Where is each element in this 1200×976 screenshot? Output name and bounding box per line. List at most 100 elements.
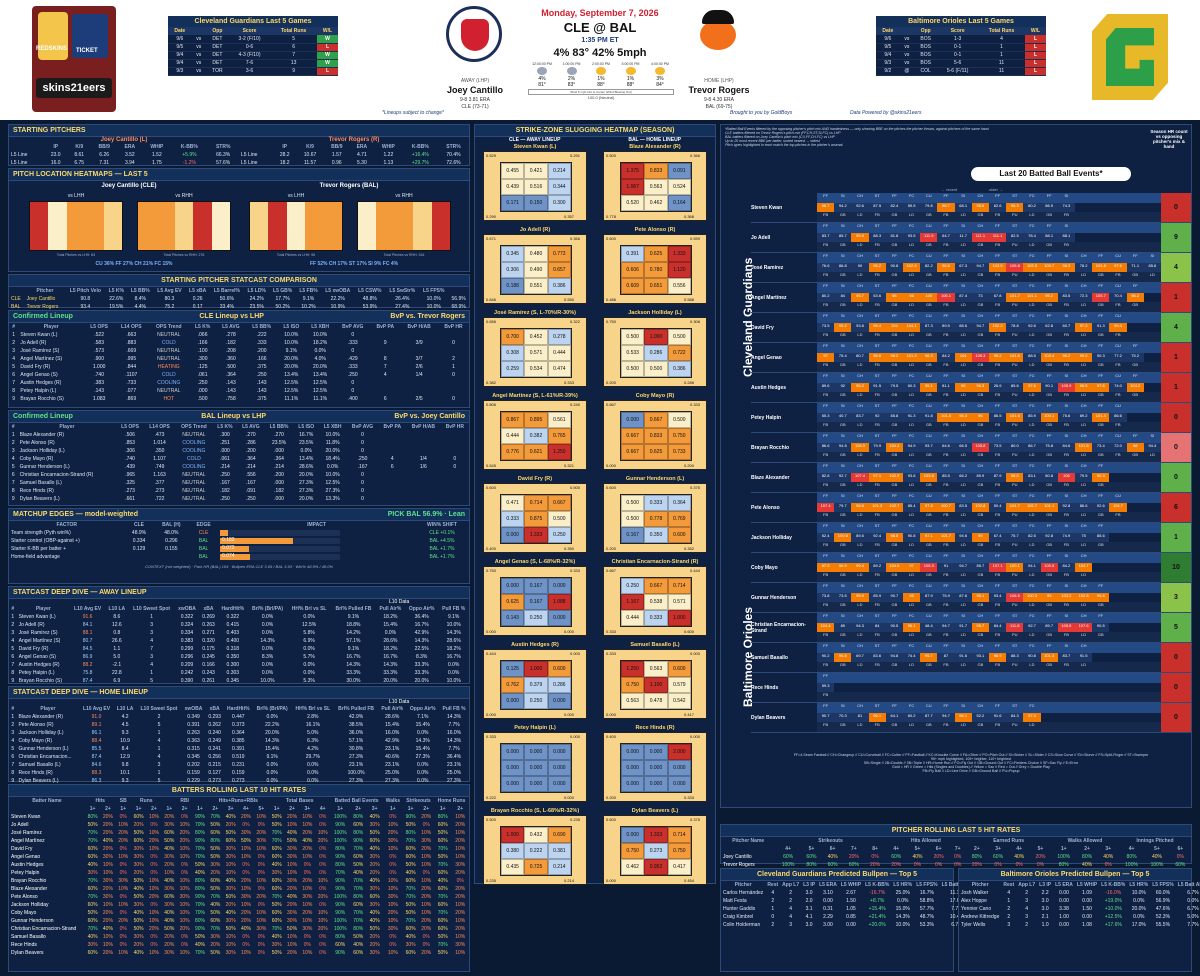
bbe-result: LD [903, 662, 921, 672]
bbe-result: GB [1040, 662, 1058, 672]
szone-cell: 0.000 [547, 776, 571, 792]
bbe-pitch-type [1109, 613, 1127, 623]
bbe-ev [1143, 232, 1161, 243]
bal-lineup-cell [406, 447, 441, 455]
bbe-ev [1109, 232, 1127, 243]
bbe-batter-name: Brayan Rocchio [751, 444, 790, 451]
szone-cell: 0.000 [547, 693, 571, 709]
bbe-result: FB [817, 692, 835, 702]
bbe-ev: 95.2 [989, 352, 1007, 363]
rolling-sub: 2+ [457, 806, 464, 812]
bbe-ev: 101.1 [1040, 502, 1058, 513]
sc-home-cell: 36.0% [349, 730, 364, 736]
bbe-pitch-type: SI [1057, 553, 1075, 563]
szone-cell: 0.556 [667, 278, 691, 294]
sc-home-col: xwOBA [184, 706, 203, 712]
bbe-result: FB [937, 482, 955, 492]
bbe-ev: 84.3 [1006, 712, 1024, 723]
rolling-cell: 30% [271, 870, 282, 876]
rolling-cell: 0% [242, 822, 250, 828]
rolling-cell: 30% [102, 878, 113, 884]
rolling-cell: 0% [150, 934, 158, 940]
sc-home-col: Brl% (Brl/PA) [256, 706, 288, 712]
bbe-ev: 78.2 [1075, 262, 1093, 273]
cle-last5-cell: DET [205, 51, 229, 60]
bbe-result: GB [885, 272, 903, 282]
rolling-cell: 40% [353, 942, 364, 948]
sc-home-cell: 6.3% [307, 738, 319, 744]
bbe-pitch-type: FF [937, 223, 955, 233]
bbe-result: LD [851, 392, 869, 402]
bal-lineup-cell: .364 [274, 456, 284, 462]
sc-home-cell: 1 [157, 746, 161, 752]
rolling-cell: 40% [287, 830, 298, 836]
pitch-zone-cell [413, 211, 432, 222]
bbe-ev: 96.6 [937, 262, 955, 273]
bal-lineup-cell: 20.0% [299, 496, 314, 502]
cle-last5-cell: vs [191, 35, 206, 44]
bal-last5-cell: L [1024, 43, 1046, 52]
bbe-note: Up to 20 most recent BBE per batter, sor… [725, 139, 820, 143]
sc-home-cell: 86.3 [91, 778, 102, 784]
bbe-ev: 84.6 [1057, 442, 1075, 453]
pitcher-roll-cell: 60% [993, 854, 1004, 860]
rolling-cell: 50% [210, 822, 221, 828]
szone-cell: 0.000 [547, 744, 571, 760]
szone-cell: 0.444 [547, 345, 571, 361]
bbe-pitch-type [1075, 673, 1093, 683]
sc-away-row: 9 Brayan Rocchio (S) 87.4 6.9 5 0.390 0.261 0.3… [9, 677, 469, 685]
szone-cell: 0.500 [644, 361, 668, 377]
scc-cell: 22.6% [109, 296, 124, 302]
sc-home-cell: 0.315 [187, 746, 200, 752]
sc-home-cell: 16.0% [385, 730, 400, 736]
rolling-cell: 0% [181, 870, 189, 876]
bal-last5-cell: 0-1 [937, 51, 979, 60]
bal-lineup-cell [441, 431, 469, 439]
cle-lineup-cell: .100 [197, 348, 208, 354]
pitch-zone-cell [138, 211, 157, 222]
rolling-cell: 60% [369, 894, 380, 900]
bbe-ev: 91.7 [954, 622, 972, 633]
szone-cell: 0.700 [501, 329, 525, 345]
bbe-pitch-type: CU [920, 193, 938, 203]
pitch-zone-cell [174, 230, 194, 241]
bbe-pitch-type: FF [989, 343, 1007, 353]
bbe-pitch-type: FF [885, 223, 903, 233]
bbe-ev: 86.6 [817, 442, 835, 453]
bp-cle-cell: +8.7% [870, 898, 885, 904]
pitch-zone-cell [85, 230, 104, 241]
rolling-cell: 0% [422, 822, 430, 828]
sc-away-cell: 0.242 [180, 670, 194, 676]
szone-outer: 0.333 0.000 0.222 0.000 0.000 0.000 0.000 0.000… [483, 732, 587, 802]
weather-strip: 12:00:00 PM 4% 81° 1:00:00 PM 2% 83° 2:00:00 P… [528, 62, 674, 108]
bbe-result: FB [1109, 272, 1127, 282]
rolling-cell: Austin Hedges [11, 862, 44, 868]
bbe-ev [1092, 682, 1110, 693]
rolling-cell: Jo Adell [11, 822, 29, 828]
rolling-cell: 60% [405, 878, 416, 884]
bbe-pitch-type [1126, 613, 1144, 623]
bbe-legend-line: 95+ mph highlighted, 105+ brighter, 110+… [930, 757, 1012, 761]
bbe-pitch-type: SI [1057, 193, 1075, 203]
bbe-ev [1109, 592, 1127, 603]
bbe-ev: 75.9 [937, 592, 955, 603]
rolling-cell: 50% [87, 822, 98, 828]
rolling-cell: 50% [194, 934, 205, 940]
bal-lineup-cell: 1.014 [153, 440, 166, 446]
cle-lineup-cell: .429 [347, 356, 358, 362]
bbe-result: FB [1057, 542, 1075, 552]
szone-corner: 0.500 [570, 485, 581, 490]
bbe-pitch-type: FC [1023, 313, 1041, 323]
rolling-cell: 0% [303, 942, 311, 948]
bbe-ev: 89.7 [1040, 622, 1058, 633]
bp-cle-cell: 4 [789, 906, 793, 912]
bp-bal-col: L5 K-BB% [1101, 882, 1126, 888]
sc-home-cell: 4 [11, 738, 15, 744]
scc-col-blank [9, 287, 25, 295]
szone-outer: 0.500 0.366 0.778 0.368 1.375 0.833 0.091 1.067… [603, 151, 707, 221]
bbe-pitch-type: CH [971, 223, 989, 233]
bbe-ev [885, 682, 903, 693]
scc-cell: 50.2% [275, 304, 290, 310]
bbe-hr-count: 5 [1161, 613, 1191, 642]
pitch-zone-cell [358, 211, 377, 222]
